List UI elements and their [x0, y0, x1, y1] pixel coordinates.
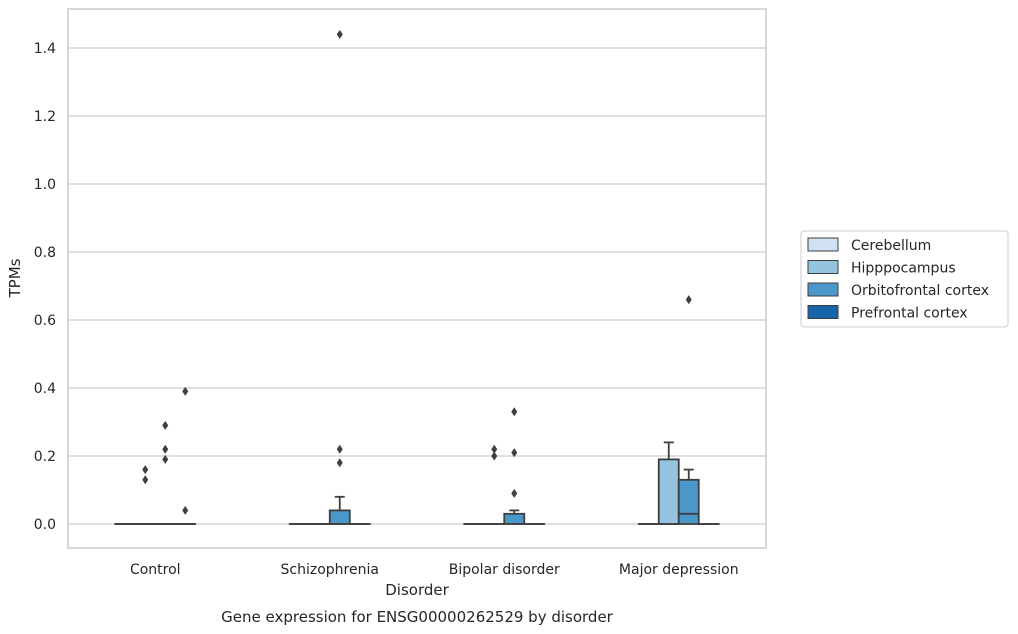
box-plot-marks	[114, 29, 720, 525]
outlier-point	[336, 444, 343, 454]
outlier-point	[491, 444, 498, 454]
box	[657, 458, 680, 525]
outlier-point	[162, 420, 169, 430]
outlier-point	[142, 475, 149, 485]
legend-label: Hipppocampus	[851, 261, 956, 277]
legend-swatch	[807, 305, 839, 319]
outlier-point	[685, 295, 692, 305]
legend-label: Prefrontal cortex	[851, 306, 968, 322]
legend-label: Cerebellum	[851, 238, 931, 254]
x-tick-label: Major depression	[619, 562, 739, 578]
box	[677, 478, 700, 525]
x-tick-label: Control	[130, 562, 181, 578]
legend: Cerebellum Hipppocampus Orbitofrontal cort…	[800, 230, 1009, 328]
y-tick-label: 0.4	[34, 381, 56, 397]
legend-swatch	[807, 237, 839, 252]
chart-caption: Gene expression for ENSG00000262529 by d…	[221, 608, 614, 626]
y-tick-label: 1.0	[34, 177, 56, 193]
plot-frame	[67, 8, 767, 549]
box	[503, 512, 526, 525]
x-tick-label: Bipolar disorder	[449, 562, 560, 578]
y-tick-label: 0.8	[34, 245, 56, 261]
legend-swatch	[807, 282, 839, 297]
y-tick-label: 0.0	[34, 517, 56, 533]
y-tick-label: 1.2	[34, 109, 56, 125]
legend-label: Orbitofrontal cortex	[851, 283, 989, 299]
x-tick-label: Schizophrenia	[281, 562, 379, 578]
outlier-point	[182, 386, 189, 396]
outlier-point	[142, 465, 149, 475]
x-tick-labels: Control Schizophrenia Bipolar disorder Majo…	[130, 562, 739, 578]
grid-lines	[68, 47, 766, 525]
legend-box	[800, 230, 1009, 328]
box	[328, 509, 351, 525]
y-tick-label: 0.6	[34, 313, 56, 329]
outlier-point	[511, 407, 518, 417]
outlier-point	[336, 29, 343, 39]
outlier-point	[182, 505, 189, 515]
outlier-point	[491, 451, 498, 461]
y-tick-label: 1.4	[34, 41, 56, 57]
outlier-point	[336, 458, 343, 468]
y-tick-labels: 0.0 0.2 0.4 0.6 0.8 1.0 1.2 1.4	[34, 41, 56, 533]
y-axis-label: TPMs	[6, 258, 24, 298]
outlier-point	[511, 488, 518, 498]
x-axis-label: Disorder	[385, 581, 449, 599]
outlier-point	[511, 448, 518, 458]
outlier-point	[162, 454, 169, 464]
y-tick-label: 0.2	[34, 449, 56, 465]
legend-swatch	[807, 260, 839, 274]
outlier-point	[162, 444, 169, 454]
